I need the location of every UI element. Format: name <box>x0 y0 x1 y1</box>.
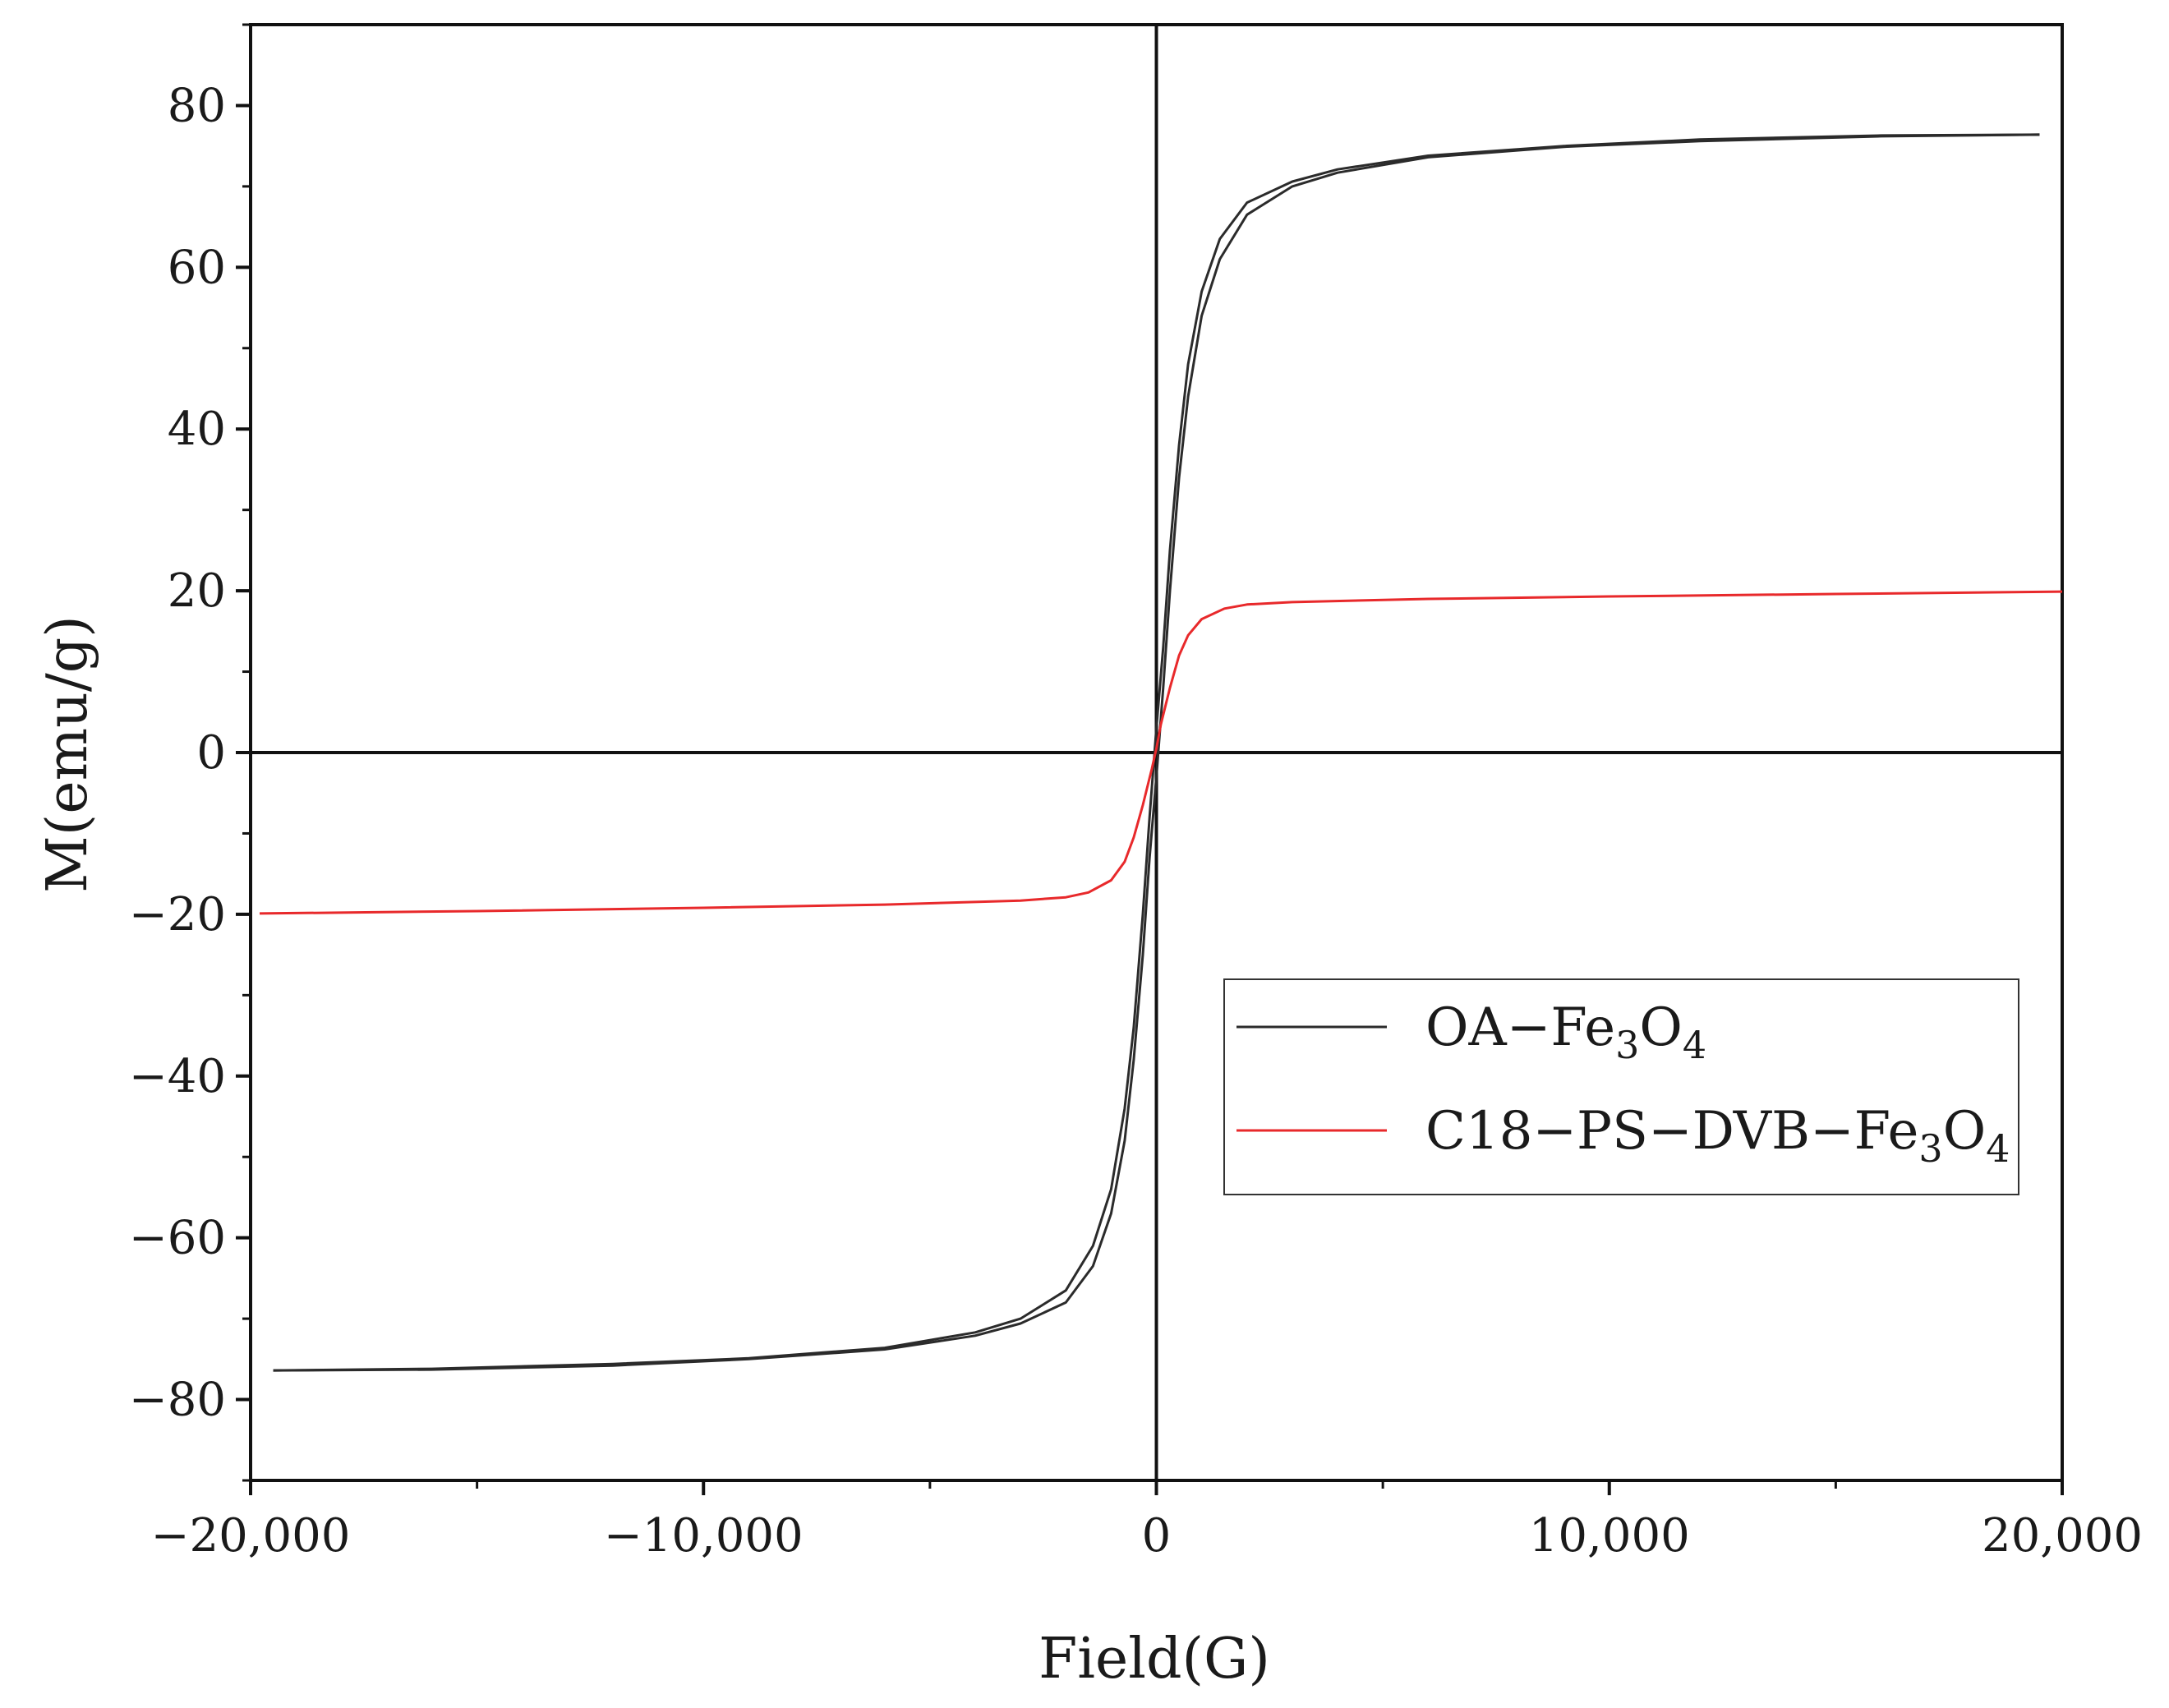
y-tick-label: 40 <box>168 403 226 456</box>
y-tick-label: −80 <box>129 1374 226 1427</box>
legend-box <box>1223 978 2019 1195</box>
x-tick-label: 0 <box>1142 1509 1172 1563</box>
legend-label-main: OA−Fe <box>1425 997 1615 1058</box>
x-tick-label: 20,000 <box>1982 1509 2143 1563</box>
legend-label-sub: 4 <box>1986 1126 2010 1171</box>
y-tick-label: −20 <box>129 888 226 941</box>
x-tick-label: −10,000 <box>604 1509 804 1563</box>
legend-label-sub: 4 <box>1683 1023 1706 1067</box>
y-tick-label: 0 <box>196 726 226 780</box>
legend-label-sub: 3 <box>1615 1023 1639 1067</box>
y-axis-title: M(emu/g) <box>35 615 100 893</box>
series-oa-fe3o4-ascending <box>273 133 2040 1372</box>
y-tick-label: 60 <box>168 241 226 294</box>
series-c18-ps-dvb-fe3o4 <box>259 590 2063 915</box>
series-oa-fe3o4-descending <box>273 133 2040 1372</box>
legend-label-mid: O <box>1943 1101 1986 1162</box>
y-tick-label: 80 <box>168 79 226 132</box>
y-tick-label: −40 <box>129 1050 226 1103</box>
y-tick-label: −60 <box>129 1212 226 1265</box>
legend: OA−Fe3O4 C18−PS−DVB−Fe3O4 <box>1223 978 2019 1195</box>
legend-label-mid: O <box>1639 997 1682 1058</box>
x-axis-title: Field(G) <box>1038 1627 1270 1692</box>
legend-label-sub: 3 <box>1918 1126 1942 1171</box>
axes: −20,000 −10,000 0 10,000 20,000 −80 −60 −40 −20 0… <box>129 23 2143 1563</box>
x-tick-label: −20,000 <box>151 1509 351 1563</box>
series-layer <box>259 133 2063 1372</box>
x-tick-label: 10,000 <box>1529 1509 1690 1563</box>
legend-label-main: C18−PS−DVB−Fe <box>1425 1101 1918 1162</box>
y-tick-label: 20 <box>168 564 226 618</box>
legend-label-c18-ps-dvb-fe3o4: C18−PS−DVB−Fe3O4 <box>1425 1101 2010 1171</box>
legend-label-oa-fe3o4: OA−Fe3O4 <box>1425 997 1706 1067</box>
